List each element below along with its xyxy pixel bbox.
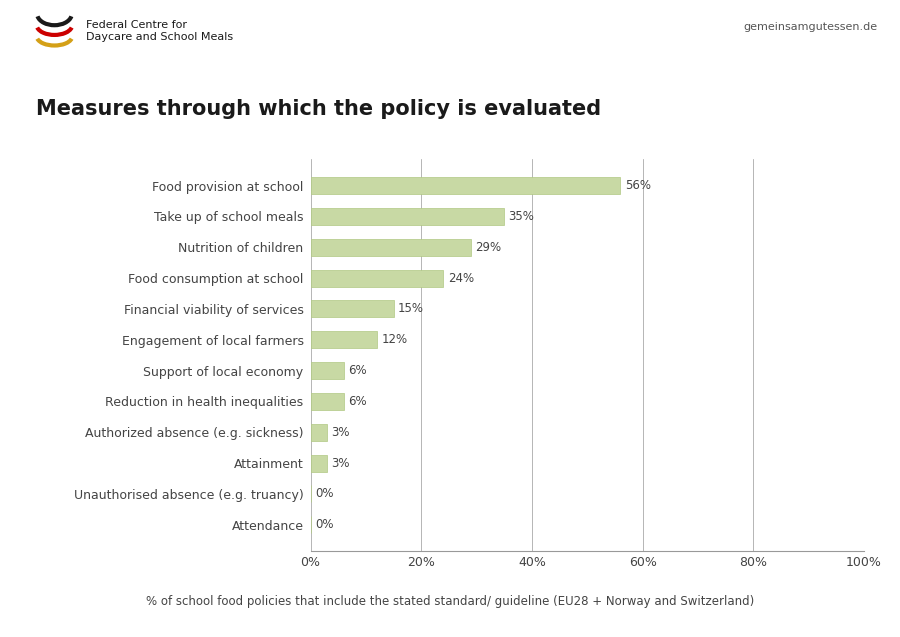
Bar (310, 331, 377, 348)
Text: 0%: 0% (315, 487, 333, 501)
Bar (310, 239, 471, 255)
Bar (310, 301, 393, 317)
Text: 3%: 3% (331, 457, 350, 469)
Text: gemeinsamgutessen.de: gemeinsamgutessen.de (743, 22, 878, 32)
Text: 35%: 35% (508, 210, 535, 223)
Bar (310, 455, 327, 471)
Text: 12%: 12% (382, 333, 408, 347)
Bar (310, 269, 444, 287)
Bar (310, 424, 327, 441)
Text: 6%: 6% (348, 364, 367, 377)
Bar (310, 177, 620, 194)
Text: 24%: 24% (448, 271, 474, 285)
Bar (310, 362, 344, 379)
Text: 29%: 29% (475, 241, 501, 254)
Text: 56%: 56% (625, 179, 651, 192)
Text: 3%: 3% (331, 426, 350, 439)
Text: Measures through which the policy is evaluated: Measures through which the policy is eva… (36, 99, 601, 118)
Text: Federal Centre for
Daycare and School Meals: Federal Centre for Daycare and School Me… (86, 20, 232, 42)
Text: 15%: 15% (398, 303, 424, 315)
Bar (310, 393, 344, 410)
Text: 6%: 6% (348, 395, 367, 408)
Bar (310, 208, 504, 225)
Text: % of school food policies that include the stated standard/ guideline (EU28 + No: % of school food policies that include t… (146, 596, 754, 608)
Text: 0%: 0% (315, 519, 333, 531)
